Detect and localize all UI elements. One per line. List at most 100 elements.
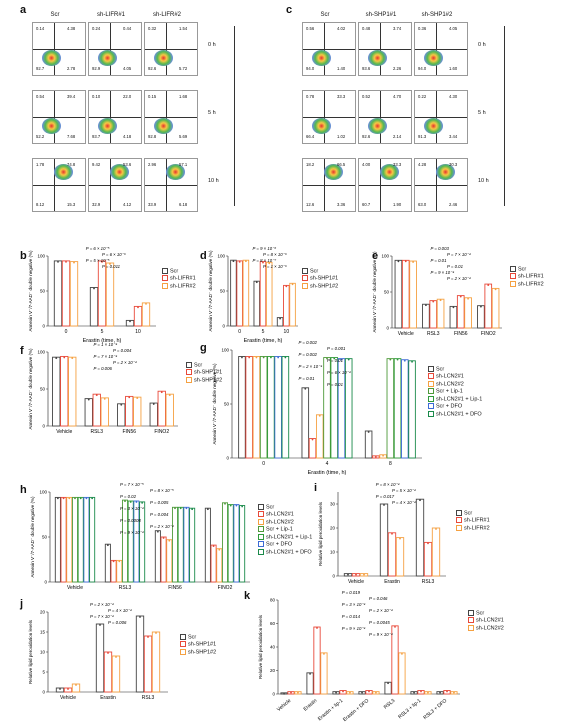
- gate-h-line: [145, 185, 197, 186]
- y-tick-label: 20: [270, 668, 276, 673]
- cell-population: [323, 164, 343, 180]
- p-value-annotation: P = 2 × 10⁻⁴: [447, 276, 471, 281]
- data-point: [268, 262, 271, 265]
- legend-swatch: [162, 268, 168, 274]
- data-point: [56, 497, 59, 500]
- gate-h-line: [415, 49, 467, 50]
- data-point: [382, 454, 384, 457]
- quadrant-percent: 60.7: [362, 202, 371, 207]
- data-point: [452, 306, 455, 309]
- p-value-annotation: P = 4 × 10⁻⁴: [392, 500, 416, 505]
- p-value-annotation: P = 0.011: [102, 264, 121, 269]
- y-tick-label: 60: [270, 621, 276, 626]
- legend-item: Scr + Lip-1: [258, 526, 312, 533]
- quadrant-percent: 0.10: [92, 94, 101, 99]
- data-point: [141, 502, 144, 504]
- y-tick-label: 40: [270, 645, 276, 650]
- y-tick-label: 100: [221, 348, 229, 353]
- p-value-annotation: P = 5 × 10⁻⁵: [86, 258, 110, 263]
- p-value-annotation: P = 2 × 10⁻⁴: [369, 608, 393, 613]
- data-point: [446, 690, 448, 693]
- data-point: [387, 682, 389, 685]
- legend-swatch: [428, 395, 434, 402]
- bar-f: [149, 402, 158, 427]
- y-tick-label: 20: [40, 610, 46, 615]
- quadrant-percent: 4.12: [123, 202, 132, 207]
- legend-label: Scr: [518, 266, 527, 273]
- data-point: [93, 287, 95, 290]
- legend-h: Scr sh-LCN2#1 sh-LCN2#2 Scr + Lip-1 sh-LCN2#…: [258, 504, 312, 556]
- y-tick-label: 0: [44, 580, 47, 585]
- p-value-annotation: P = 0.001: [327, 346, 346, 351]
- quadrant-percent: 0.48: [362, 26, 371, 31]
- gate-v-line: [53, 23, 55, 75]
- bar-i: [431, 527, 441, 577]
- bar-g: [259, 356, 268, 459]
- cell-population: [53, 164, 73, 180]
- quadrant-percent: 0.44: [123, 26, 132, 31]
- quadrant-percent: 18.2: [306, 162, 315, 167]
- flow-quadrant-plot: 0.54 39.4 52.2 7.68: [32, 90, 86, 144]
- bar-h: [133, 500, 140, 583]
- quadrant-percent: 92.8: [148, 134, 157, 139]
- y-tick-label: 0: [386, 326, 389, 331]
- x-tick-label: Erastin + lip-1: [317, 698, 345, 722]
- y-tick-label: 0: [272, 692, 275, 697]
- legend-label: Scr: [266, 504, 275, 511]
- legend-label: sh-LIFR#1: [464, 517, 490, 524]
- bar-g: [308, 438, 317, 459]
- quadrant-percent: 0.14: [36, 26, 45, 31]
- data-point: [85, 497, 88, 500]
- gate-h-line: [89, 185, 141, 186]
- bar-f: [92, 393, 101, 427]
- data-point: [335, 691, 337, 694]
- p-value-annotation: P = 0.002: [299, 352, 318, 357]
- bar-h: [60, 496, 67, 583]
- bar-j: [103, 651, 113, 693]
- legend-swatch: [258, 533, 264, 540]
- bar-f: [117, 403, 126, 427]
- p-value-annotation: P = 0.002: [299, 340, 318, 345]
- p-value-annotation: P = 9 × 10⁻⁴: [431, 270, 455, 275]
- flow-quadrant-plot: 0.48 3.74 93.6 2.26: [358, 22, 412, 76]
- x-tick-label: Vehicle: [348, 579, 364, 585]
- data-point: [427, 691, 429, 694]
- quadrant-percent: 74.8: [67, 162, 76, 167]
- data-point: [383, 504, 385, 506]
- x-tick-label: Vehicle: [398, 331, 414, 337]
- x-tick-label: 0: [262, 461, 265, 467]
- bar-chart-g: 0 50 100 0 4 8 Erastin (time, h) Annexin V⁻/7-A…: [212, 340, 422, 476]
- p-value-annotation: P = 7 × 10⁻⁴: [90, 614, 114, 619]
- data-point: [59, 688, 61, 690]
- legend-swatch: [456, 510, 462, 516]
- panel-label-d: d: [200, 250, 207, 262]
- y-axis-label: Annexin V⁻/7-AAD⁻ double negative (%): [28, 348, 33, 430]
- bar-g: [315, 414, 324, 459]
- legend-item: sh-LCN2#1 + DFO: [428, 410, 482, 418]
- gate-h-line: [303, 185, 355, 186]
- legend-item: sh-SHP1#1: [186, 369, 222, 376]
- p-value-annotation: P = 9 × 10⁻⁴: [120, 530, 144, 535]
- bar-b: [89, 287, 99, 327]
- data-point: [147, 636, 149, 638]
- p-value-annotation: P = 0.004: [113, 348, 132, 353]
- gate-h-line: [145, 49, 197, 50]
- timepoint-label: 10 h: [208, 178, 219, 184]
- y-axis-label: Annexin V⁻/7-AAD⁻ double negative (%): [372, 251, 377, 333]
- x-tick-label: Erastin + DFO: [342, 698, 370, 723]
- gate-h-line: [33, 185, 85, 186]
- bar-chart-e: 0 50 100 Vehicle RSL3 FIN56 FINO2 Annexin V⁻/7-…: [372, 246, 502, 337]
- cell-population: [312, 118, 332, 134]
- bar-g: [330, 357, 339, 459]
- data-point: [453, 691, 455, 694]
- quadrant-percent: 2.14: [393, 134, 402, 139]
- data-point: [91, 497, 94, 500]
- legend-label: sh-LIFR#2: [518, 281, 544, 288]
- p-value-annotation: P = 6 × 10⁻⁴: [327, 370, 351, 375]
- data-point: [156, 530, 159, 533]
- legend-item: sh-LIFR#2: [510, 280, 544, 288]
- legend-item: sh-LCN2#1 + Lip-1: [258, 533, 312, 541]
- gate-v-line: [435, 23, 437, 75]
- bar-g: [323, 357, 331, 459]
- quadrant-percent: 1.40: [337, 66, 346, 71]
